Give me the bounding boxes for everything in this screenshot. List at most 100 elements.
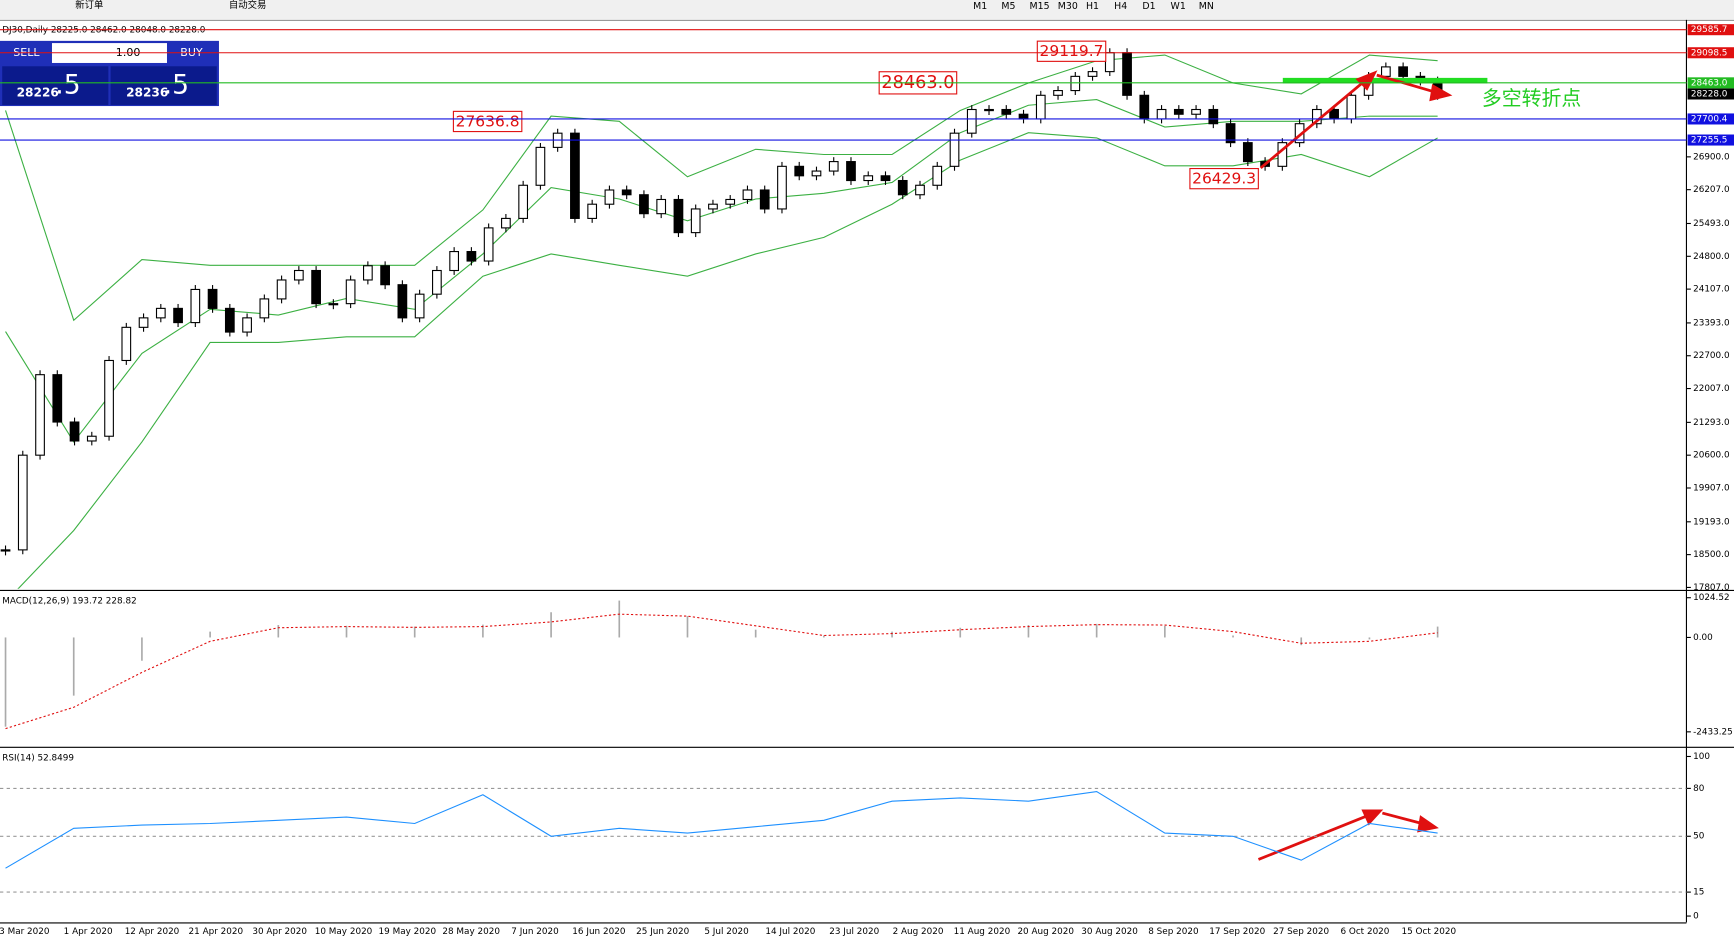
x-tick-label: 15 Oct 2020 [1401, 927, 1456, 937]
candle [86, 435, 97, 442]
toolbar [0, 0, 1734, 20]
candle [880, 175, 891, 182]
candle [725, 198, 736, 205]
candle [863, 175, 874, 182]
candle [104, 359, 114, 437]
x-tick-label: 11 Aug 2020 [954, 927, 1011, 937]
timeframe-button[interactable]: M5 [1001, 1, 1015, 12]
candle [466, 251, 477, 262]
candle [621, 189, 632, 196]
candle [570, 132, 580, 219]
timeframe-button[interactable]: H1 [1086, 1, 1099, 12]
y-tick-label: 24107.0 [1693, 285, 1730, 295]
x-tick-label: 20 Aug 2020 [1017, 927, 1074, 937]
candle [897, 179, 908, 196]
x-tick-label: 2 Aug 2020 [893, 927, 944, 937]
candle [1122, 52, 1132, 96]
candle [932, 165, 943, 186]
signal [5, 613, 1438, 730]
candle [966, 108, 977, 134]
toolbar-button[interactable]: 新订单 [75, 0, 103, 11]
candle [1104, 52, 1115, 73]
candle [276, 279, 287, 300]
candle [0, 549, 11, 552]
y-tick-label: 23393.0 [1693, 318, 1730, 328]
x-tick-label: 16 Jun 2020 [572, 927, 626, 937]
x-tick-label: 7 Jun 2020 [511, 927, 559, 937]
candle [1191, 108, 1201, 115]
trend-arrows [1257, 70, 1453, 861]
annotation-box [1189, 167, 1259, 190]
y-tick-label: 1024.52 [1693, 593, 1730, 603]
y-tick-label: 21293.0 [1693, 418, 1730, 428]
candle [207, 288, 218, 309]
candle [501, 217, 511, 229]
x-tick-label: 8 Sep 2020 [1148, 927, 1199, 937]
panel-title: RSI(14) 52.8499 [2, 753, 74, 763]
x-tick-label: 1 Apr 2020 [64, 927, 113, 937]
candle [483, 227, 494, 262]
annotation-text: 多空转折点 [1482, 87, 1581, 110]
y-tick-label: 19193.0 [1693, 517, 1730, 527]
candle [794, 165, 805, 177]
level-tag [1687, 113, 1734, 125]
candle [1380, 66, 1391, 77]
y-tick-label: 100 [1693, 752, 1710, 762]
level-label: 29585.7 [1691, 25, 1728, 35]
candle [311, 269, 321, 305]
candle [846, 161, 856, 182]
x-tick-label: 30 Apr 2020 [252, 927, 307, 937]
ask-fraction: .5 [164, 70, 189, 101]
level-label: 28463.0 [1691, 78, 1728, 88]
last-price-tag [1687, 88, 1734, 100]
last-price-label: 28228.0 [1691, 89, 1728, 99]
timeframe-button[interactable]: W1 [1171, 1, 1186, 12]
y-tick-label: 22700.0 [1693, 351, 1730, 361]
ask-box[interactable] [110, 66, 217, 105]
x-tick-label: 23 Jul 2020 [829, 927, 879, 937]
candle [328, 303, 339, 306]
candle [604, 189, 615, 205]
candle [1173, 108, 1184, 115]
timeframe-button[interactable]: M1 [973, 1, 987, 12]
candle [518, 184, 529, 219]
x-tick-label: 17 Sep 2020 [1209, 927, 1265, 937]
candle [690, 208, 701, 234]
bid-fraction: .5 [55, 70, 80, 101]
level-tag [1687, 47, 1734, 59]
lower-band [17, 132, 1438, 589]
level-label: 29098.5 [1691, 48, 1728, 58]
values [5, 791, 1438, 869]
x-tick-label: 19 May 2020 [379, 927, 437, 937]
candle [587, 203, 598, 219]
candle [984, 108, 994, 112]
y-tick-label: 20600.0 [1693, 451, 1730, 461]
timeframe-button[interactable]: H4 [1114, 1, 1127, 12]
candle [535, 146, 546, 186]
candle [673, 198, 684, 234]
upper-band [5, 54, 1438, 322]
candle [259, 298, 270, 319]
panel-title: DJ30,Daily 28225.0 28462.0 28048.0 28228… [2, 25, 206, 35]
x-tick-label: 21 Apr 2020 [189, 927, 244, 937]
toolbar-button[interactable]: 自动交易 [229, 0, 267, 11]
level-tag [1687, 24, 1734, 36]
x-tick-label: 25 Jun 2020 [636, 927, 690, 937]
candle [432, 269, 442, 295]
bid-box[interactable] [2, 66, 109, 105]
timeframe-button[interactable]: M15 [1030, 1, 1050, 12]
timeframe-button[interactable]: M30 [1058, 1, 1078, 12]
timeframe-button[interactable]: MN [1199, 1, 1214, 12]
candle [1001, 108, 1012, 115]
candle [17, 454, 28, 551]
price-annotation: 29119.7 [1040, 42, 1104, 60]
panel-title: MACD(12,26,9) 193.72 228.82 [2, 596, 137, 606]
ask-price: 28236 [126, 85, 168, 99]
candle [173, 307, 183, 324]
timeframe-button[interactable]: D1 [1142, 1, 1155, 12]
candle [708, 203, 718, 210]
x-tick-label: 27 Sep 2020 [1273, 927, 1329, 937]
candle [1070, 75, 1081, 92]
